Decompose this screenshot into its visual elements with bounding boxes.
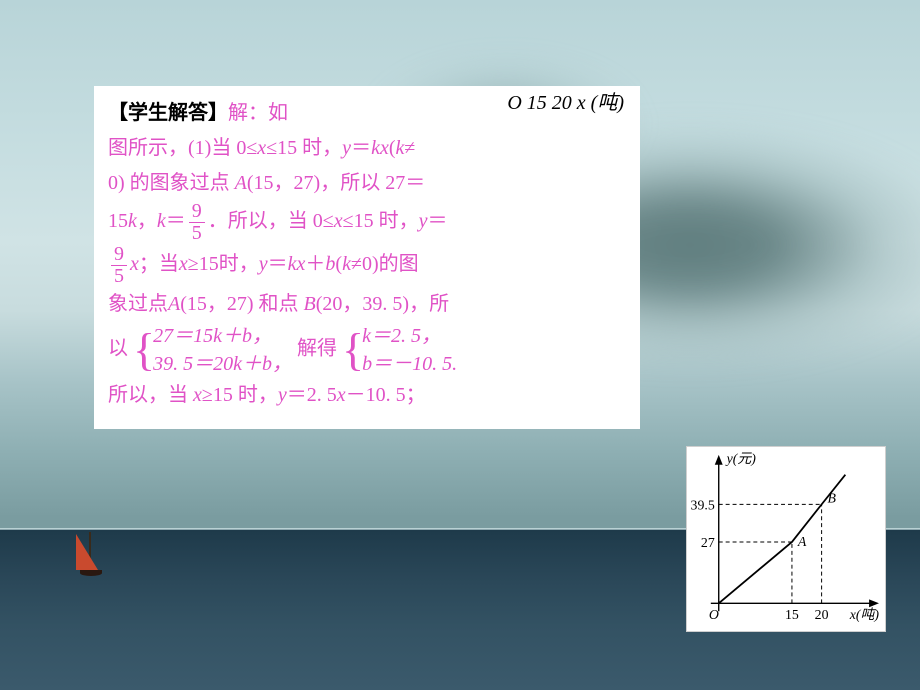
svg-text:x(吨): x(吨)	[849, 607, 880, 623]
line-5: 95x；当x≥15时，y＝kx＋b(k≠0)的图	[108, 244, 626, 287]
sailboat-icon	[72, 532, 106, 576]
line-8: 所以，当 x≥15 时，y＝2. 5x－10. 5；	[108, 378, 626, 413]
svg-text:O: O	[709, 607, 719, 622]
svg-text:20: 20	[815, 607, 829, 622]
solution-card: O 15 20 x (吨) 【学生解答】解：如 图所示，(1)当 0≤x≤15 …	[94, 86, 640, 429]
header-label: 【学生解答】	[108, 102, 228, 124]
chart-svg: A B 27 39.5 15 20 Oy(元) x(吨)	[687, 447, 885, 631]
line-4: 15k，k＝95．所以，当 0≤x≤15 时，y＝	[108, 201, 626, 244]
svg-text:y(元): y(元)	[725, 451, 757, 467]
svg-text:27: 27	[701, 535, 715, 550]
svg-text:15: 15	[785, 607, 799, 622]
top-axis-fragment: O 15 20 x (吨)	[507, 86, 624, 121]
svg-text:39.5: 39.5	[691, 497, 715, 512]
svg-text:B: B	[828, 490, 837, 505]
line-2: 图所示，(1)当 0≤x≤15 时，y＝kx(k≠	[108, 131, 626, 166]
line-3: 0) 的图象过点 A(15，27)，所以 27＝	[108, 166, 626, 201]
line-7: 以 {27＝15k＋b，39. 5＝20k＋b， 解得 {k＝2. 5，b＝－1…	[108, 322, 626, 378]
svg-text:A: A	[797, 534, 807, 549]
line-6: 象过点A(15，27) 和点 B(20，39. 5)，所	[108, 287, 626, 322]
line-chart: A B 27 39.5 15 20 Oy(元) x(吨)	[686, 446, 886, 632]
